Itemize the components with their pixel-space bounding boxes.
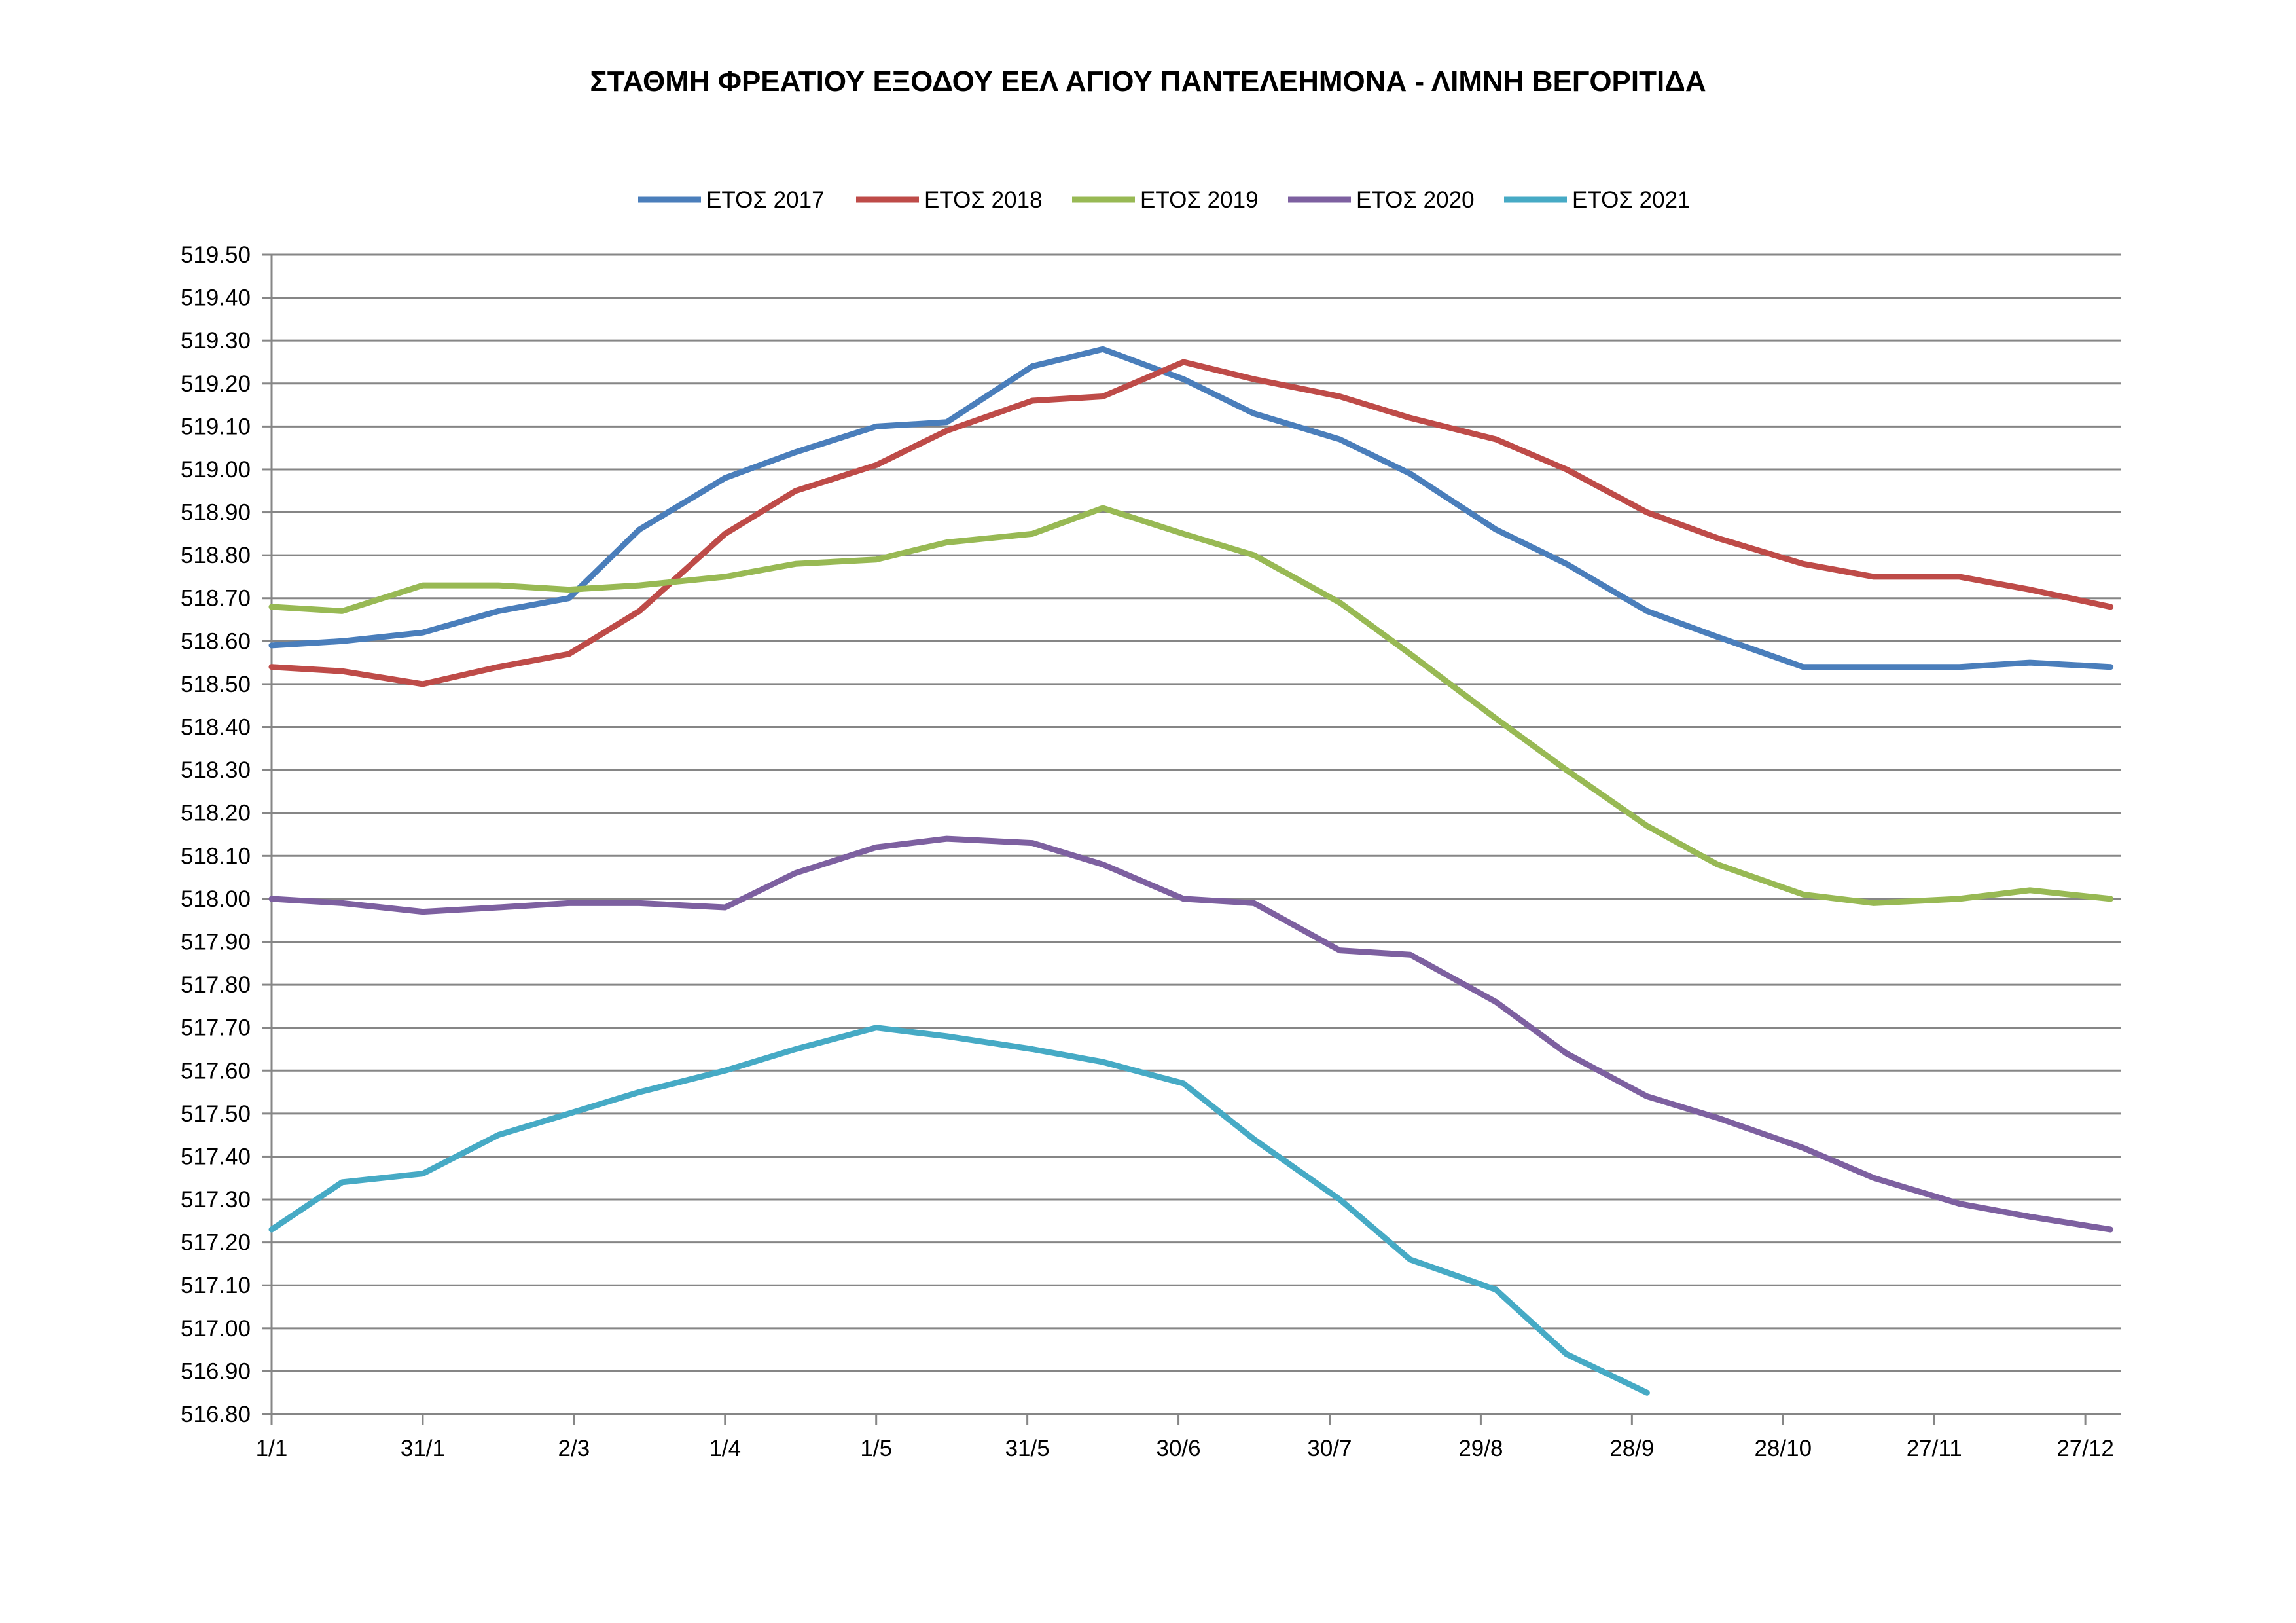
legend-label: ΕΤΟΣ 2021 (1572, 187, 1691, 213)
x-tick-label: 28/9 (1609, 1436, 1654, 1461)
series-line (268, 835, 2114, 1233)
y-tick-label: 518.70 (181, 586, 251, 611)
y-tick-label: 519.10 (181, 414, 251, 439)
legend-label: ΕΤΟΣ 2020 (1356, 187, 1475, 213)
y-tick-label: 517.70 (181, 1015, 251, 1041)
y-tick-label: 517.80 (181, 972, 251, 998)
y-tick-label: 517.60 (181, 1058, 251, 1084)
series-lines (268, 346, 2114, 1396)
y-tick-label: 517.00 (181, 1316, 251, 1341)
y-tick-label: 516.80 (181, 1402, 251, 1427)
y-tick-label: 518.40 (181, 715, 251, 740)
axes (262, 253, 2121, 1425)
y-tick-label: 517.90 (181, 929, 251, 955)
x-tick-label: 27/12 (2056, 1436, 2114, 1461)
x-tick-label: 29/8 (1458, 1436, 1503, 1461)
x-tick-label: 31/1 (401, 1436, 445, 1461)
chart-title: ΣΤΑΘΜΗ ΦΡΕΑΤΙΟΥ ΕΞΟΔΟΥ ΕΕΛ ΑΓΙΟΥ ΠΑΝΤΕΛΕ… (590, 65, 1706, 98)
y-tick-label: 518.50 (181, 672, 251, 697)
x-tick-label: 27/11 (1907, 1436, 1962, 1461)
series-line (268, 505, 2114, 906)
y-tick-label: 517.40 (181, 1144, 251, 1169)
x-tick-label: 1/1 (256, 1436, 288, 1461)
x-tick-label: 2/3 (558, 1436, 590, 1461)
y-tick-label: 518.20 (181, 801, 251, 826)
x-tick-label: 30/6 (1156, 1436, 1200, 1461)
y-tick-label: 518.30 (181, 757, 251, 783)
legend: ΕΤΟΣ 2017 ΕΤΟΣ 2018 ΕΤΟΣ 2019 ΕΤΟΣ 2020 ΕΤΟΣ… (638, 187, 1691, 213)
series-line (268, 1025, 1650, 1396)
y-tick-label: 519.50 (181, 242, 251, 268)
y-tick-label: 517.20 (181, 1230, 251, 1256)
y-tick-label: 518.80 (181, 543, 251, 568)
gridlines (272, 253, 2121, 1415)
y-tick-label: 519.40 (181, 285, 251, 311)
y-tick-label: 518.10 (181, 843, 251, 869)
legend-label: ΕΤΟΣ 2018 (924, 187, 1043, 213)
y-tick-label: 517.30 (181, 1187, 251, 1213)
y-tick-label: 519.00 (181, 457, 251, 483)
x-axis-tick-labels: 1/1 31/1 2/3 1/4 1/5 31/5 30/6 30/7 29/8 28/9 28/1… (256, 1436, 2114, 1461)
x-tick-label: 1/5 (860, 1436, 892, 1461)
x-tick-label: 31/5 (1005, 1436, 1050, 1461)
y-tick-label: 518.60 (181, 629, 251, 654)
x-tick-label: 28/10 (1754, 1436, 1812, 1461)
y-tick-label: 517.50 (181, 1101, 251, 1127)
x-tick-label: 30/7 (1307, 1436, 1352, 1461)
series-line (268, 359, 2114, 687)
y-tick-label: 519.30 (181, 328, 251, 354)
y-tick-label: 516.90 (181, 1359, 251, 1384)
legend-label: ΕΤΟΣ 2019 (1140, 187, 1259, 213)
y-axis-tick-labels: 516.80 516.90 517.00 517.10 517.20 517.30 517.… (181, 242, 251, 1427)
y-tick-label: 518.90 (181, 500, 251, 526)
series-line (268, 346, 2114, 670)
y-tick-label: 517.10 (181, 1273, 251, 1298)
x-tick-label: 1/4 (709, 1436, 741, 1461)
legend-label: ΕΤΟΣ 2017 (706, 187, 825, 213)
y-tick-label: 518.00 (181, 886, 251, 912)
y-tick-label: 519.20 (181, 371, 251, 397)
